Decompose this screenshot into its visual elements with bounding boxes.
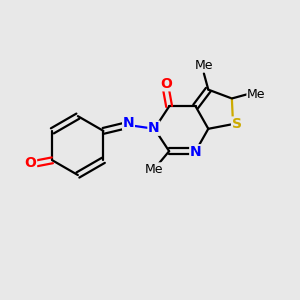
Text: N: N: [148, 121, 160, 135]
Text: O: O: [25, 156, 37, 170]
Text: N: N: [190, 145, 202, 159]
Text: N: N: [123, 116, 134, 130]
Text: Me: Me: [144, 163, 163, 176]
Text: O: O: [160, 77, 172, 91]
Text: S: S: [232, 117, 242, 131]
Text: Me: Me: [195, 59, 213, 72]
Text: Me: Me: [247, 88, 266, 100]
